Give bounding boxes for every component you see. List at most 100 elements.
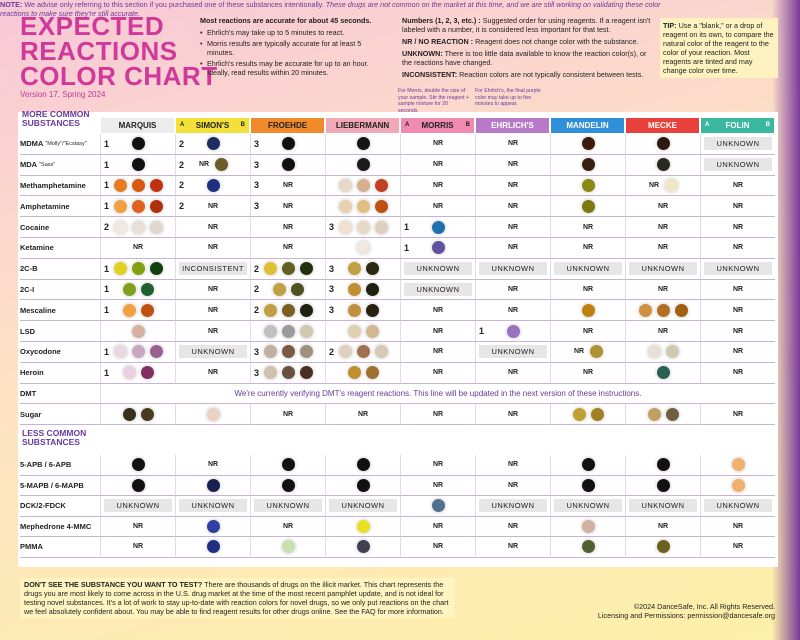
reaction-cell [550, 537, 625, 558]
title-line: REACTIONS [20, 36, 178, 66]
no-reaction: NR [657, 244, 669, 252]
reaction-cell: NR [625, 516, 700, 538]
reaction-cell: NR [475, 516, 550, 538]
column-name: EHRLICH'S [491, 121, 534, 130]
substance-alias: "Molly"/"Ecstasy" [45, 140, 87, 147]
legend-text: There is too little data available to kn… [402, 49, 647, 67]
column-header: MARQUIS [101, 118, 174, 133]
substance-name: LSD [20, 326, 35, 336]
color-swatch [131, 178, 145, 192]
substance-name: Sugar [20, 409, 42, 419]
reaction-cell: UNKNOWN [400, 279, 475, 301]
color-swatch [149, 345, 163, 359]
reaction-cell: 3 [250, 342, 325, 363]
color-swatch [131, 324, 145, 338]
reaction-cell: NR [700, 217, 775, 238]
legend-term: INCONSISTENT: [402, 70, 458, 79]
order-number: 1 [104, 138, 110, 149]
reaction-cell: NR [250, 217, 325, 238]
reaction-cell: UNKNOWN [700, 496, 775, 517]
color-swatch [356, 458, 370, 472]
reaction-cell [625, 455, 700, 476]
no-reaction: NR [582, 327, 594, 335]
column-name: FROEHDE [267, 121, 308, 130]
bullet: • Ehrlich's may take up to 5 minutes to r… [200, 28, 385, 37]
reaction-cell: 2 NR [175, 196, 250, 218]
column-header: EHRLICH'S [476, 118, 549, 133]
no-reaction: NR [207, 461, 219, 469]
color-swatch [647, 407, 661, 421]
part-label: A [405, 122, 410, 128]
color-swatch [664, 178, 678, 192]
reaction-cell: NR [250, 404, 325, 426]
section-title-line: SUBSTANCES [22, 118, 80, 128]
reaction-cell: 1 [100, 279, 175, 301]
legend-item: Numbers (1, 2, 3, etc.) : Suggested orde… [402, 16, 652, 34]
substance: Methamphetamine [20, 176, 100, 197]
color-swatch [299, 324, 313, 338]
no-reaction: NR [432, 481, 444, 489]
color-swatch [281, 345, 295, 359]
no-reaction: NR [282, 181, 294, 189]
tip-text: Use a "blank," or a drop of reagent on i… [663, 21, 774, 75]
reaction-cell: NR [400, 154, 475, 176]
no-reaction: NR [507, 306, 519, 314]
column-header: MECKE [626, 118, 699, 133]
color-swatch [281, 137, 295, 151]
color-swatch [656, 137, 670, 151]
order-number: 3 [254, 346, 260, 357]
reaction-cell [325, 154, 400, 176]
note-term: NOTE: [0, 0, 23, 9]
reaction-cell: NR [700, 175, 775, 197]
color-swatch [206, 407, 220, 421]
color-swatch [581, 540, 595, 554]
color-swatch [356, 220, 370, 234]
reaction-cell: NR [700, 196, 775, 218]
order-number: 1 [104, 284, 110, 295]
reaction-cell: NR [400, 404, 475, 426]
reaction-cell [100, 404, 175, 426]
reaction-cell: UNKNOWN [475, 258, 550, 280]
color-swatch [131, 137, 145, 151]
no-reaction: NR [432, 369, 444, 377]
title: EXPECTED REACTIONS COLOR CHART [20, 13, 218, 89]
reaction-cell [550, 516, 625, 538]
color-swatch [647, 345, 661, 359]
no-reaction: NR [432, 306, 444, 314]
status: UNKNOWN [554, 499, 622, 513]
status: UNKNOWN [629, 262, 697, 276]
column-header: MORRIS A B [401, 118, 474, 133]
order-number: 3 [254, 201, 260, 212]
no-reaction: NR [132, 543, 144, 551]
reaction-cell: UNKNOWN [550, 258, 625, 280]
reaction-cell [325, 455, 400, 476]
reaction-cell: NR [400, 300, 475, 322]
no-reaction: NR [282, 522, 294, 530]
notice-cell: We're currently verifying DMT's reagent … [100, 383, 775, 405]
reaction-cell: NR [475, 279, 550, 301]
legend-text: Reagent does not change color with the s… [475, 37, 639, 46]
color-swatch [356, 519, 370, 533]
column-header: SIMON'S A B [176, 118, 249, 133]
reaction-cell: 3 [325, 217, 400, 238]
color-swatch [122, 407, 136, 421]
order-number: 3 [329, 222, 335, 233]
column-name: SIMON'S [195, 121, 230, 130]
substance-name: 2C-B [20, 264, 38, 274]
reaction-cell: NR [625, 279, 700, 301]
order-number: 1 [104, 180, 110, 191]
status: INCONSISTENT [179, 262, 247, 276]
legend-text: Reaction colors are not typically consis… [459, 70, 644, 79]
color-swatch [374, 178, 388, 192]
reaction-cell [625, 404, 700, 426]
no-reaction: NR [207, 244, 219, 252]
substance: 2C-I [20, 280, 100, 301]
color-swatch [365, 366, 379, 380]
reaction-cell: 2 NR [175, 154, 250, 176]
substance-name: PMMA [20, 542, 43, 552]
substance: Oxycodone [20, 342, 100, 363]
color-swatch [581, 178, 595, 192]
color-swatch [431, 220, 445, 234]
no-reaction: NR [432, 410, 444, 418]
order-number: 3 [329, 263, 335, 274]
